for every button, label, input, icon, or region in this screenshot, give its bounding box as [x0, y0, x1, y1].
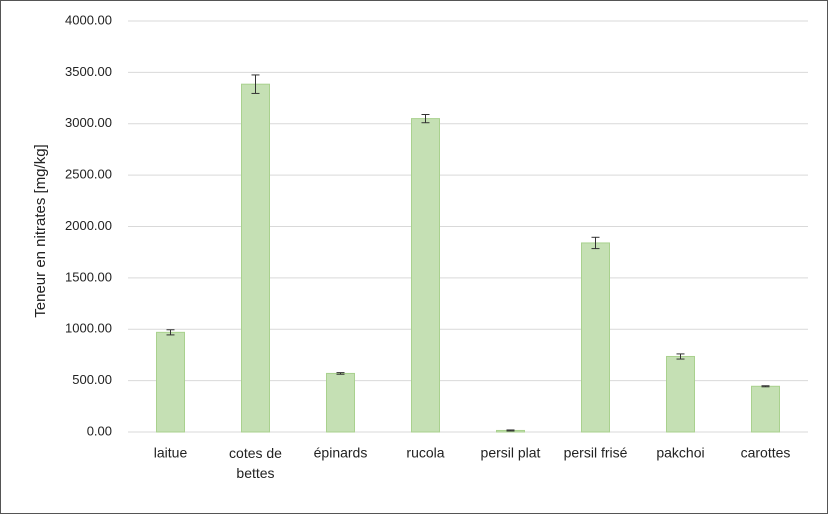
- y-tick-label: 2000.00: [65, 218, 112, 233]
- error-bar: [251, 74, 260, 94]
- y-tick-label: 3500.00: [65, 64, 112, 79]
- error-bar: [421, 114, 430, 124]
- y-tick-label: 0.00: [87, 423, 112, 438]
- bar: [666, 355, 695, 433]
- error-bar: [336, 372, 345, 375]
- x-tick-label: épinards: [314, 445, 368, 461]
- bar: [751, 385, 780, 433]
- y-tick-label: 3000.00: [65, 115, 112, 130]
- error-bar: [591, 236, 600, 250]
- y-tick-label: 4000.00: [65, 12, 112, 27]
- x-tick-label: persil plat: [481, 445, 541, 461]
- y-tick-label: 1500.00: [65, 269, 112, 284]
- y-axis-title: Teneur en nitrates [mg/kg]: [32, 144, 49, 317]
- bar: [581, 242, 610, 433]
- error-bar: [761, 385, 770, 388]
- error-bar: [166, 329, 175, 336]
- bar: [326, 372, 355, 433]
- bar: [411, 118, 440, 433]
- x-tick-label: carottes: [741, 445, 791, 461]
- y-tick-label: 1000.00: [65, 321, 112, 336]
- x-tick-label: persil frisé: [564, 445, 628, 461]
- y-tick-label: 500.00: [72, 372, 112, 387]
- error-bar: [506, 429, 515, 432]
- x-tick-label: cotes de bettes: [229, 445, 282, 481]
- x-tick-label: rucola: [406, 445, 444, 461]
- x-tick-label: pakchoi: [656, 445, 704, 461]
- bar: [156, 331, 185, 433]
- x-tick-label: laitue: [154, 445, 188, 461]
- bar: [241, 83, 270, 433]
- error-bar: [676, 353, 685, 360]
- y-tick-label: 2500.00: [65, 167, 112, 182]
